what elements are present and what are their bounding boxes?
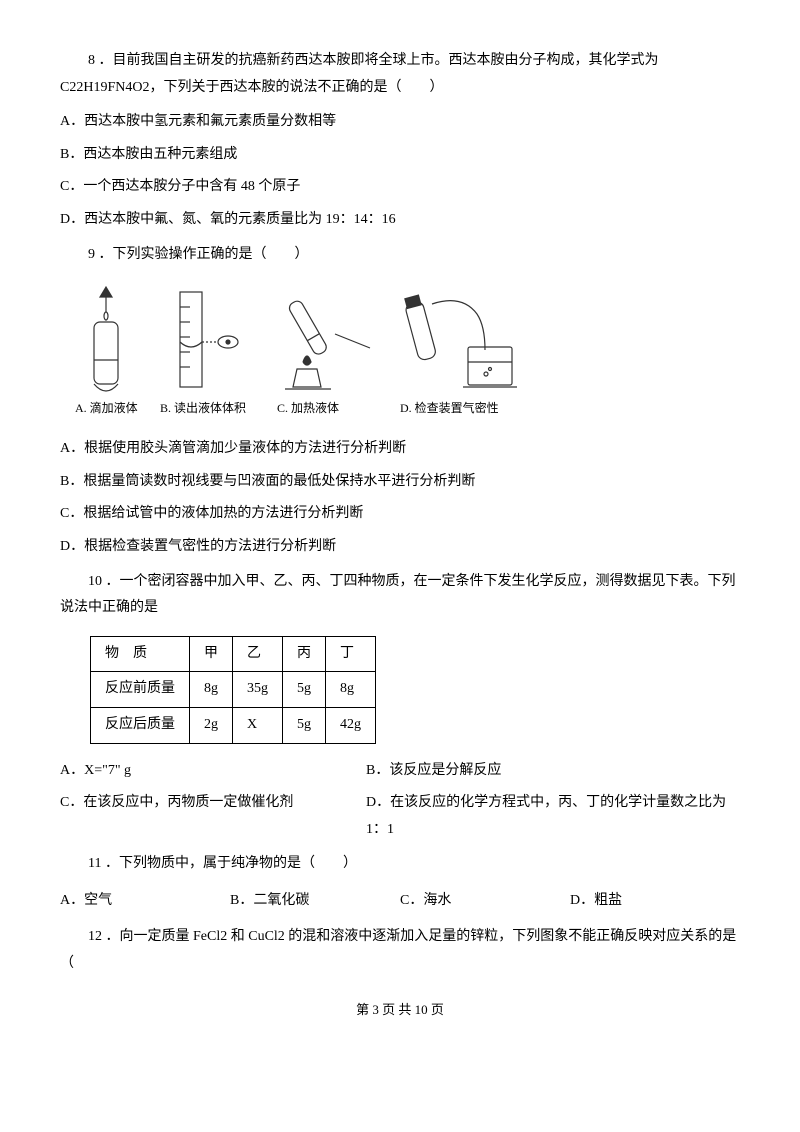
td: 5g — [283, 672, 326, 708]
table-row: 反应后质量 2g X 5g 42g — [91, 707, 376, 743]
q9-figure: A. 滴加液体 B. 读出液体体积 C. 加热液体 D. 检查装置气密性 — [60, 282, 740, 422]
td: 42g — [326, 707, 376, 743]
th: 丙 — [283, 636, 326, 672]
q10-opt-a: A．X="7" g — [60, 758, 366, 785]
q9-fig-label-b: B. 读出液体体积 — [160, 400, 246, 415]
td: 8g — [190, 672, 233, 708]
q11-opt-b: B．二氧化碳 — [230, 888, 400, 915]
q10-stem: 10 ．一个密闭容器中加入甲、乙、丙、丁四种物质，在一定条件下发生化学反应，测得… — [60, 569, 740, 622]
q11-opt-c: C．海水 — [400, 888, 570, 915]
q9-fig-label-d: D. 检查装置气密性 — [400, 400, 499, 415]
q11-opt-a: A．空气 — [60, 888, 230, 915]
th: 甲 — [190, 636, 233, 672]
td: X — [233, 707, 283, 743]
q10-opts-row2: C．在该反应中，丙物质一定做催化剂 D．在该反应的化学方程式中，丙、丁的化学计量… — [60, 790, 740, 843]
q9-opt-c: C．根据给试管中的液体加热的方法进行分析判断 — [60, 501, 740, 528]
q9-fig-label-a: A. 滴加液体 — [75, 400, 138, 415]
exam-page: 8 ．目前我国自主研发的抗癌新药西达本胺即将全球上市。西达本胺由分子构成，其化学… — [0, 0, 800, 1042]
q10-opt-b: B．该反应是分解反应 — [366, 758, 740, 785]
td: 2g — [190, 707, 233, 743]
table-row: 物 质 甲 乙 丙 丁 — [91, 636, 376, 672]
th: 物 质 — [91, 636, 190, 672]
q12-stem: 12 ．向一定质量 FeCl2 和 CuCl2 的混和溶液中逐渐加入足量的锌粒，… — [60, 924, 740, 977]
q9-opt-b: B．根据量筒读数时视线要与凹液面的最低处保持水平进行分析判断 — [60, 469, 740, 496]
q8-opt-c: C．一个西达本胺分子中含有 48 个原子 — [60, 174, 740, 201]
td: 35g — [233, 672, 283, 708]
q9-fig-label-c: C. 加热液体 — [277, 400, 339, 415]
q8-opt-b: B．西达本胺由五种元素组成 — [60, 142, 740, 169]
td: 5g — [283, 707, 326, 743]
page-footer: 第 3 页 共 10 页 — [60, 998, 740, 1023]
td: 反应前质量 — [91, 672, 190, 708]
q11-opts: A．空气 B．二氧化碳 C．海水 D．粗盐 — [60, 888, 740, 915]
q10-table: 物 质 甲 乙 丙 丁 反应前质量 8g 35g 5g 8g 反应后质量 2g … — [90, 636, 376, 744]
q10-opts-row1: A．X="7" g B．该反应是分解反应 — [60, 758, 740, 785]
th: 乙 — [233, 636, 283, 672]
table-row: 反应前质量 8g 35g 5g 8g — [91, 672, 376, 708]
q9-opt-a: A．根据使用胶头滴管滴加少量液体的方法进行分析判断 — [60, 436, 740, 463]
q10-opt-d: D．在该反应的化学方程式中，丙、丁的化学计量数之比为 1：1 — [366, 790, 740, 843]
q8-stem: 8 ．目前我国自主研发的抗癌新药西达本胺即将全球上市。西达本胺由分子构成，其化学… — [60, 48, 740, 101]
td: 8g — [326, 672, 376, 708]
q8-opt-d: D．西达本胺中氟、氮、氧的元素质量比为 19：14：16 — [60, 207, 740, 234]
q9-stem: 9 ．下列实验操作正确的是（ ） — [60, 242, 740, 269]
q10-opt-c: C．在该反应中，丙物质一定做催化剂 — [60, 790, 366, 843]
td: 反应后质量 — [91, 707, 190, 743]
th: 丁 — [326, 636, 376, 672]
q11-stem: 11 ．下列物质中，属于纯净物的是（ ） — [60, 851, 740, 878]
q11-opt-d: D．粗盐 — [570, 888, 740, 915]
q8-opt-a: A．西达本胺中氢元素和氟元素质量分数相等 — [60, 109, 740, 136]
q9-opt-d: D．根据检查装置气密性的方法进行分析判断 — [60, 534, 740, 561]
